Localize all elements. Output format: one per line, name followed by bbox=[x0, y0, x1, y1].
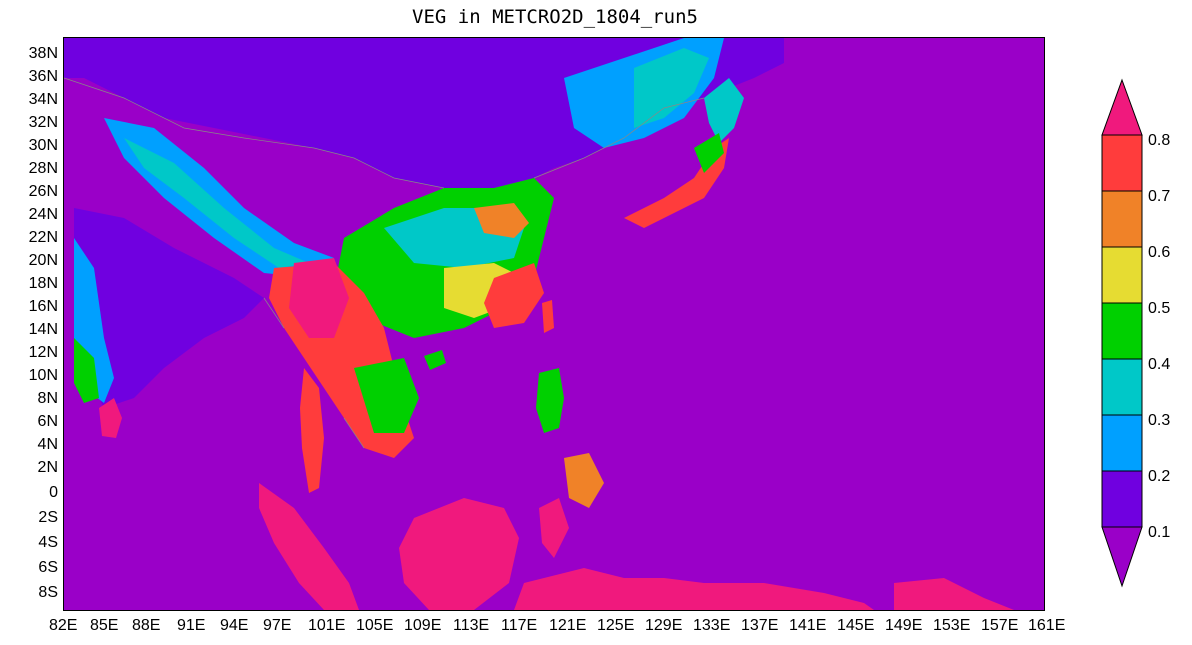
x-tick-label: 94E bbox=[220, 617, 249, 634]
sumatra bbox=[259, 483, 359, 610]
philippines-south bbox=[564, 453, 604, 508]
x-tick-label: 157E bbox=[981, 617, 1019, 634]
colorbar bbox=[1100, 78, 1144, 594]
new-guinea bbox=[894, 578, 1014, 610]
colorbar-segment-0.3-0.4 bbox=[1101, 358, 1143, 416]
x-tick-label: 91E bbox=[177, 617, 206, 634]
colorbar-label: 0.4 bbox=[1148, 356, 1171, 373]
java-islands bbox=[514, 568, 874, 610]
border-lines bbox=[64, 77, 705, 449]
borneo bbox=[399, 498, 519, 610]
japan-green bbox=[694, 133, 724, 173]
y-tick-label: 12N bbox=[28, 344, 58, 361]
colorbar-segment-0.5-0.6 bbox=[1101, 246, 1143, 304]
y-tick-label: 2N bbox=[37, 459, 58, 476]
taiwan bbox=[542, 300, 554, 333]
y-tick-label: 28N bbox=[28, 160, 58, 177]
colorbar-label: 0.7 bbox=[1148, 188, 1171, 205]
x-tick-label: 88E bbox=[132, 617, 161, 634]
x-tick-label: 117E bbox=[501, 617, 538, 634]
colorbar-label: 0.8 bbox=[1148, 132, 1171, 149]
southeast-china bbox=[484, 263, 544, 328]
colorbar-graphic bbox=[1101, 78, 1143, 588]
y-tick-label: 36N bbox=[28, 68, 58, 85]
x-tick-label: 105E bbox=[356, 617, 394, 634]
y-tick-label: 6N bbox=[37, 413, 58, 430]
y-tick-label: 32N bbox=[28, 114, 58, 131]
vegetation-map bbox=[63, 37, 1045, 611]
colorbar-label: 0.1 bbox=[1148, 524, 1171, 541]
japan-north bbox=[704, 78, 744, 143]
colorbar-segment-0.4-0.5 bbox=[1101, 302, 1143, 360]
y-tick-label: 4N bbox=[37, 436, 58, 453]
x-tick-label: 85E bbox=[90, 617, 119, 634]
colorbar-segment-0.6-0.7 bbox=[1101, 190, 1143, 248]
japan-honshu bbox=[624, 138, 729, 228]
y-tick-label: 20N bbox=[28, 252, 58, 269]
malay-peninsula bbox=[300, 368, 324, 493]
x-tick-label: 145E bbox=[837, 617, 875, 634]
y-tick-label: 6S bbox=[38, 559, 58, 576]
x-tick-label: 161E bbox=[1028, 617, 1066, 634]
y-tick-label: 8S bbox=[38, 584, 58, 601]
colorbar-segment-0.1-0.2 bbox=[1101, 470, 1143, 528]
y-tick-label: 24N bbox=[28, 206, 58, 223]
y-tick-label: 4S bbox=[38, 534, 58, 551]
map-canvas bbox=[64, 38, 1044, 610]
northeast-veg-green bbox=[634, 48, 709, 128]
chart-title: VEG in METCRO2D_1804_run5 bbox=[412, 6, 698, 28]
y-tick-label: 10N bbox=[28, 367, 58, 384]
hainan bbox=[424, 350, 446, 370]
y-tick-label: 38N bbox=[28, 45, 58, 62]
x-tick-label: 101E bbox=[308, 617, 346, 634]
y-tick-label: 26N bbox=[28, 183, 58, 200]
x-tick-label: 149E bbox=[885, 617, 923, 634]
india-region bbox=[74, 208, 264, 408]
colorbar-segment-0.2-0.3 bbox=[1101, 414, 1143, 472]
sulawesi bbox=[539, 498, 569, 558]
y-tick-label: 22N bbox=[28, 229, 58, 246]
x-tick-label: 97E bbox=[263, 617, 292, 634]
y-tick-label: 0 bbox=[49, 484, 58, 501]
y-tick-label: 16N bbox=[28, 298, 58, 315]
y-tick-label: 14N bbox=[28, 321, 58, 338]
indochina-green bbox=[354, 358, 419, 433]
x-tick-label: 153E bbox=[933, 617, 971, 634]
x-tick-label: 113E bbox=[453, 617, 490, 634]
y-tick-label: 34N bbox=[28, 91, 58, 108]
x-tick-label: 129E bbox=[645, 617, 683, 634]
sri-lanka bbox=[99, 398, 122, 438]
colorbar-label: 0.2 bbox=[1148, 468, 1171, 485]
indochina-pink bbox=[289, 258, 349, 338]
x-tick-label: 137E bbox=[741, 617, 779, 634]
philippines bbox=[536, 368, 564, 433]
y-tick-label: 18N bbox=[28, 275, 58, 292]
colorbar-label: 0.3 bbox=[1148, 412, 1171, 429]
india-south-green bbox=[74, 338, 99, 403]
x-tick-label: 121E bbox=[549, 617, 587, 634]
colorbar-bottom-triangle bbox=[1101, 526, 1143, 588]
colorbar-segment-0.7-0.8 bbox=[1101, 134, 1143, 192]
colorbar-top-triangle bbox=[1101, 78, 1143, 136]
x-tick-label: 133E bbox=[693, 617, 731, 634]
colorbar-label: 0.6 bbox=[1148, 244, 1171, 261]
x-tick-label: 109E bbox=[404, 617, 442, 634]
china-orange bbox=[474, 203, 529, 238]
colorbar-label: 0.5 bbox=[1148, 300, 1171, 317]
x-tick-label: 141E bbox=[789, 617, 827, 634]
y-tick-label: 2S bbox=[38, 509, 58, 526]
x-tick-label: 82E bbox=[49, 617, 78, 634]
y-tick-label: 8N bbox=[37, 390, 58, 407]
x-tick-label: 125E bbox=[597, 617, 635, 634]
himalaya-green bbox=[124, 138, 309, 268]
y-tick-label: 30N bbox=[28, 137, 58, 154]
